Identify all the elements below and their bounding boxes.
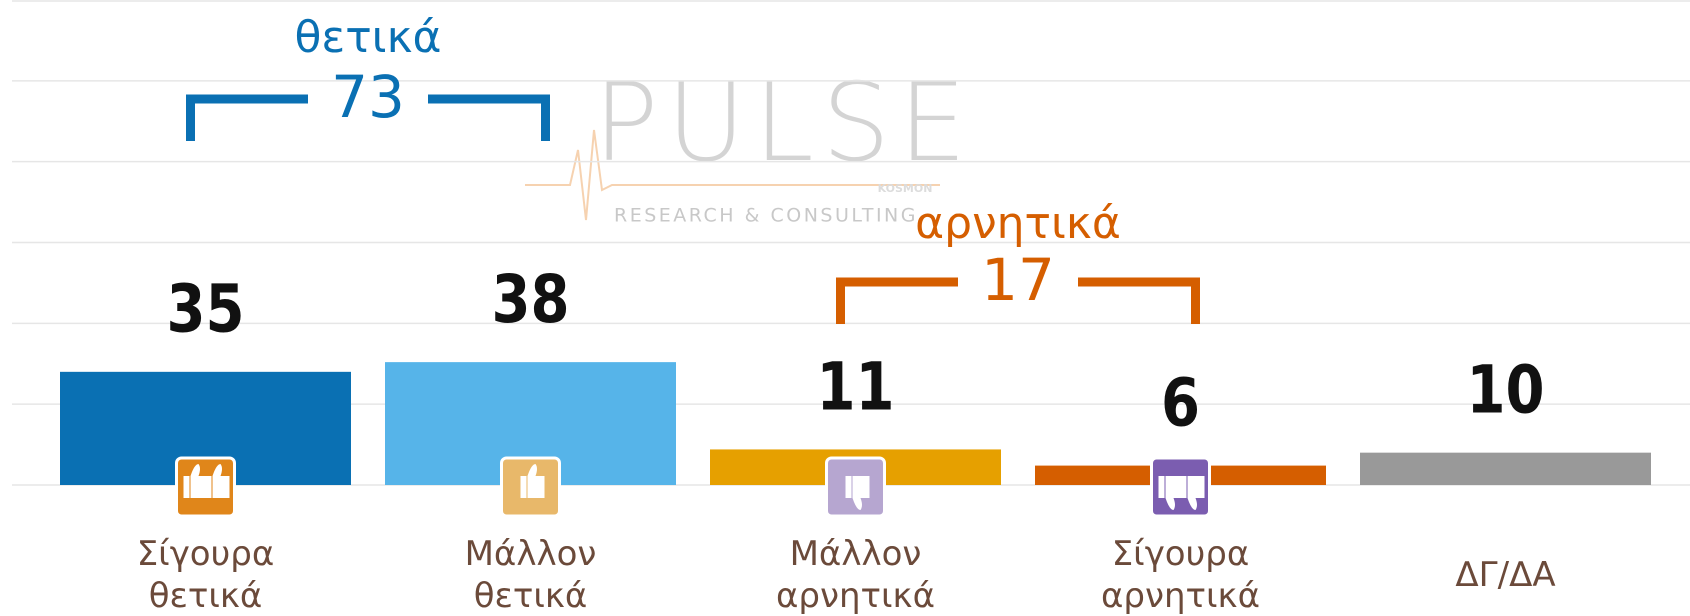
icon-thumb — [1158, 476, 1183, 510]
watermark-pulse — [525, 129, 940, 221]
value-label: 11 — [816, 349, 894, 426]
watermark-tagline: RESEARCH & CONSULTING — [614, 205, 918, 227]
value-label: 10 — [1466, 352, 1544, 429]
icon-thumb — [183, 464, 208, 498]
icon — [175, 456, 236, 518]
icon — [1150, 456, 1211, 518]
bracket — [186, 94, 550, 141]
watermark-brand: PULSE — [593, 61, 974, 186]
bracket — [836, 277, 1200, 324]
x-tick-label: Μάλλον αρνητικά — [776, 534, 935, 616]
group-value: 17 — [981, 246, 1055, 314]
group-label: θετικά — [294, 12, 441, 63]
icon-thumb — [205, 464, 230, 498]
icon — [825, 456, 886, 518]
icon-thumb — [520, 464, 545, 498]
icon — [500, 456, 561, 518]
x-tick-label: Μάλλον θετικά — [464, 534, 597, 616]
icon-thumb — [1180, 476, 1205, 510]
bar — [1360, 452, 1651, 485]
x-tick-label: Σίγουρα αρνητικά — [1101, 534, 1260, 616]
value-label: 35 — [166, 271, 244, 348]
x-tick-label: Σίγουρα θετικά — [136, 534, 275, 616]
group-value: 73 — [331, 63, 405, 131]
watermark-partner: KOSMON — [878, 182, 933, 195]
x-tick-label: ΔΓ/ΔΑ — [1455, 555, 1556, 595]
value-label: 6 — [1161, 365, 1200, 442]
icon-thumb — [845, 476, 870, 510]
group-label: αρνητικά — [915, 198, 1121, 249]
value-label: 38 — [491, 262, 569, 339]
